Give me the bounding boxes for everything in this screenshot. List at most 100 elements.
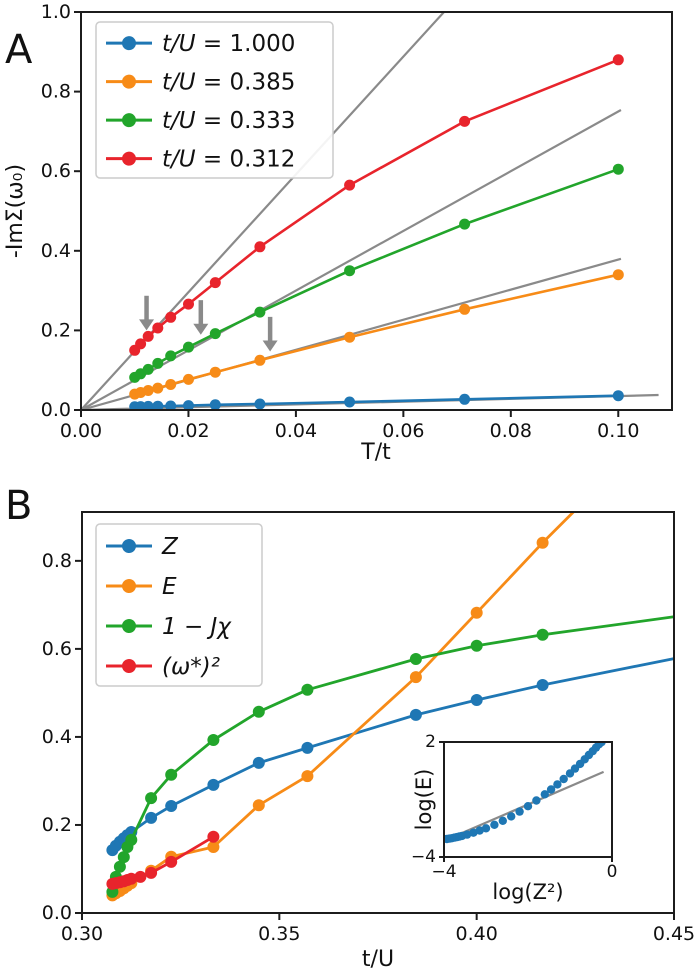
data-point [207,734,220,746]
panel-a-y-axis-label: -ImΣ(ω₀) [3,164,28,258]
data-point [459,115,471,127]
x-tick-label: 0.40 [456,923,498,945]
panel-b-x-axis-label: t/U [362,947,394,972]
x-tick-label: 0.00 [60,420,102,442]
data-point [152,400,164,411]
plot-border [80,11,673,411]
data-point [209,277,221,289]
annotation-arrow [262,316,278,352]
x-tick-label: 0.35 [258,923,300,945]
data-point [462,830,472,839]
legend-entry-label: 1 − Jχ [162,614,232,640]
data-point [515,807,524,816]
x-tick-label: −4 [431,862,456,882]
data-point [183,298,194,310]
data-point [165,379,177,390]
data-point [252,799,265,812]
y-tick-label: 0.6 [41,160,71,182]
data-point [459,218,471,230]
y-tick-label: 0.8 [42,550,72,572]
data-point [344,265,356,277]
data-point [209,366,221,378]
y-tick-label: 0.2 [42,814,72,836]
data-point [207,841,220,853]
x-tick-label: 0.45 [653,923,695,945]
data-point [209,328,221,340]
legend-box: t/U = 1.000 t/U = 0.385 t/U = 0.333 t/U = 0… [95,21,334,179]
data-point [301,770,314,783]
plot-panel-1-inset: −4 0 2 −4 [411,732,617,882]
plot-panel-1: 0.30 0.35 0.40 0.45 0.0 0.2 0.4 0.6 0.8 ZE 1 − Jχ (… [42,511,695,945]
data-point [301,741,314,754]
x-tick-label: 0.10 [597,420,639,442]
y-tick-label: 0.0 [42,902,72,924]
plot-border [81,511,675,914]
data-point [183,400,194,411]
data-point [344,179,356,191]
data-point [409,708,422,721]
data-point [134,870,147,883]
series-t-u-0-385 [129,269,624,400]
legend-marker [122,539,136,553]
data-point [459,393,471,405]
legend-marker [122,579,136,593]
data-point [470,694,483,706]
x-tick-label: 0.06 [382,420,424,442]
data-point [612,163,624,175]
legend-marker [122,113,136,128]
data-point [165,855,178,868]
data-point [207,778,220,791]
data-point [142,385,154,396]
data-point [183,341,194,353]
data-point [546,785,556,794]
legend-entry: Z [106,534,179,560]
data-point [540,790,549,799]
data-point [165,311,177,323]
inset-x-axis-label: log(Z²) [492,880,563,904]
x-tick-label: 0.02 [167,420,209,442]
data-point [612,390,624,402]
data-point [475,826,484,835]
legend-entry-label: E [162,574,177,600]
arrow-head [139,319,155,331]
annotation-arrow [193,300,209,335]
y-tick-label: 0.4 [41,240,71,262]
data-point [152,382,164,394]
legend-marker [122,36,136,51]
series-t-u-0-312 [129,54,624,356]
legend-entry: t/U = 1.000 [106,31,295,57]
data-point [409,653,422,665]
y-tick-label: 0.6 [42,638,72,660]
generated-chart-layer: 0.00 0.02 0.04 0.06 0.08 0.100.00.20.40.60.81… [41,1,695,945]
panel-a-x-axis-label: T/t [360,440,391,465]
data-point [252,756,265,769]
data-point [612,54,624,66]
data-point [532,796,541,805]
series-log-e-vs-log-z- [443,741,606,844]
legend-entry: 1 − Jχ [106,614,232,640]
y-tick-label: 0.2 [41,319,71,341]
legend-entry-label: Z [161,534,179,560]
data-point [117,851,130,864]
y-tick-label: 0.8 [41,81,71,103]
data-point [344,396,356,408]
legend-entry-label: (ω*)² [162,654,220,680]
series-1-j- [106,615,675,898]
data-point [254,354,266,366]
legend-entry: (ω*)² [106,654,220,680]
x-tick-label: 0.30 [61,923,103,945]
data-point [498,816,507,825]
data-point [145,792,158,805]
data-point [254,241,266,253]
data-point [490,820,499,829]
legend-frame [95,21,334,179]
series-t-u-0-333 [129,163,624,383]
data-point [254,398,266,410]
plot-border [443,741,613,858]
fit-line [443,770,605,842]
data-point [142,330,154,342]
plot-data-area [80,11,659,411]
data-point [409,671,422,684]
